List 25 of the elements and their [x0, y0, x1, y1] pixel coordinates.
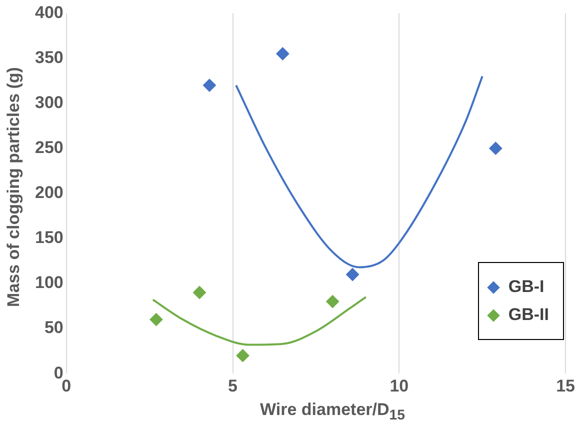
point	[236, 349, 250, 362]
point	[276, 47, 290, 60]
x-tick-label: 5	[228, 376, 238, 396]
y-tick-label: 400	[34, 2, 64, 22]
x-tick-label: 10	[390, 376, 409, 396]
point	[202, 78, 216, 92]
point	[150, 313, 163, 326]
line-series	[152, 296, 367, 346]
legend-label: GB-I	[508, 277, 544, 297]
legend-label: GB-II	[508, 305, 549, 325]
y-tick-label: 200	[34, 183, 64, 202]
y-tick-label: 0	[54, 363, 64, 382]
y-axis-title: Mass of clogging particles (g)	[4, 67, 24, 307]
x-tick-label: 15	[556, 376, 576, 396]
y-tick-label: 250	[34, 138, 64, 158]
point	[192, 286, 206, 300]
y-tick-label: 50	[44, 318, 64, 338]
y-tick-label: 150	[34, 228, 64, 248]
point	[489, 142, 502, 155]
point	[326, 295, 340, 308]
y-tick-label: 350	[34, 48, 64, 67]
point	[346, 268, 360, 281]
x-axis-title: Wire diameter/D$_{15}$	[258, 400, 406, 424]
y-tick-label: 300	[34, 92, 64, 112]
y-tick-label: 100	[34, 273, 64, 292]
